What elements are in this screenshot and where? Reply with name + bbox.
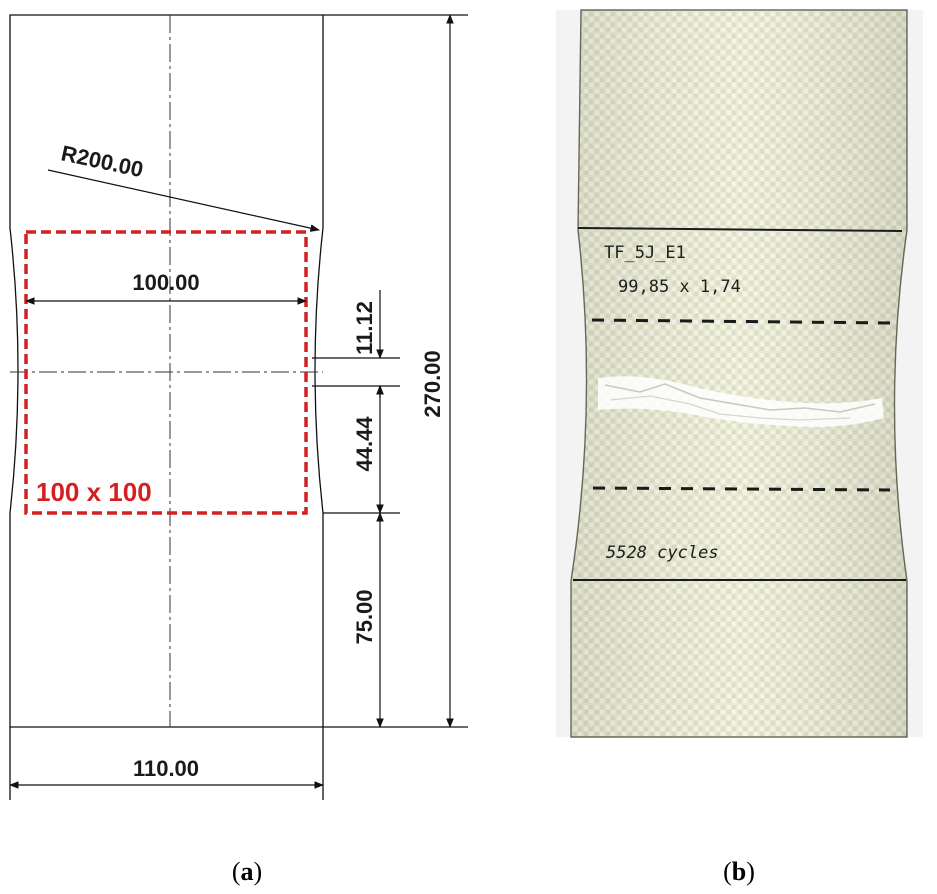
height-label: 270.00 — [420, 350, 445, 417]
radius-label: R200.00 — [59, 140, 146, 182]
dim-75-label: 75.00 — [352, 589, 377, 644]
photo-note-dimensions: 99,85 x 1,74 — [618, 277, 741, 297]
dim-44-label: 44.44 — [352, 416, 377, 472]
photo-note-id: TF_5J_E1 — [604, 243, 686, 263]
technical-drawing: R200.00 100 x 100 100.00 11.12 44.44 75.… — [9, 14, 468, 800]
photo-top-grip-line — [577, 227, 903, 232]
specimen-photo: TF_5J_E1 99,85 x 1,74 5528 cycles — [556, 9, 923, 738]
caption-a: (a) — [232, 857, 262, 886]
dim-11-label: 11.12 — [352, 301, 377, 355]
roi-box — [24, 230, 308, 515]
width-inner-label: 100.00 — [132, 270, 199, 295]
radius-leader — [47, 169, 320, 232]
photo-dashed-line-lower — [592, 486, 891, 492]
specimen-outline — [9, 14, 324, 728]
specimen-shading — [571, 10, 907, 737]
photo-dashed-line-upper — [591, 318, 891, 325]
width-outer-label: 110.00 — [133, 756, 199, 781]
roi-label: 100 x 100 — [36, 477, 152, 507]
photo-note-cycles: 5528 cycles — [606, 543, 719, 563]
fracture-zone — [598, 376, 884, 427]
caption-b: (b) — [723, 857, 755, 886]
